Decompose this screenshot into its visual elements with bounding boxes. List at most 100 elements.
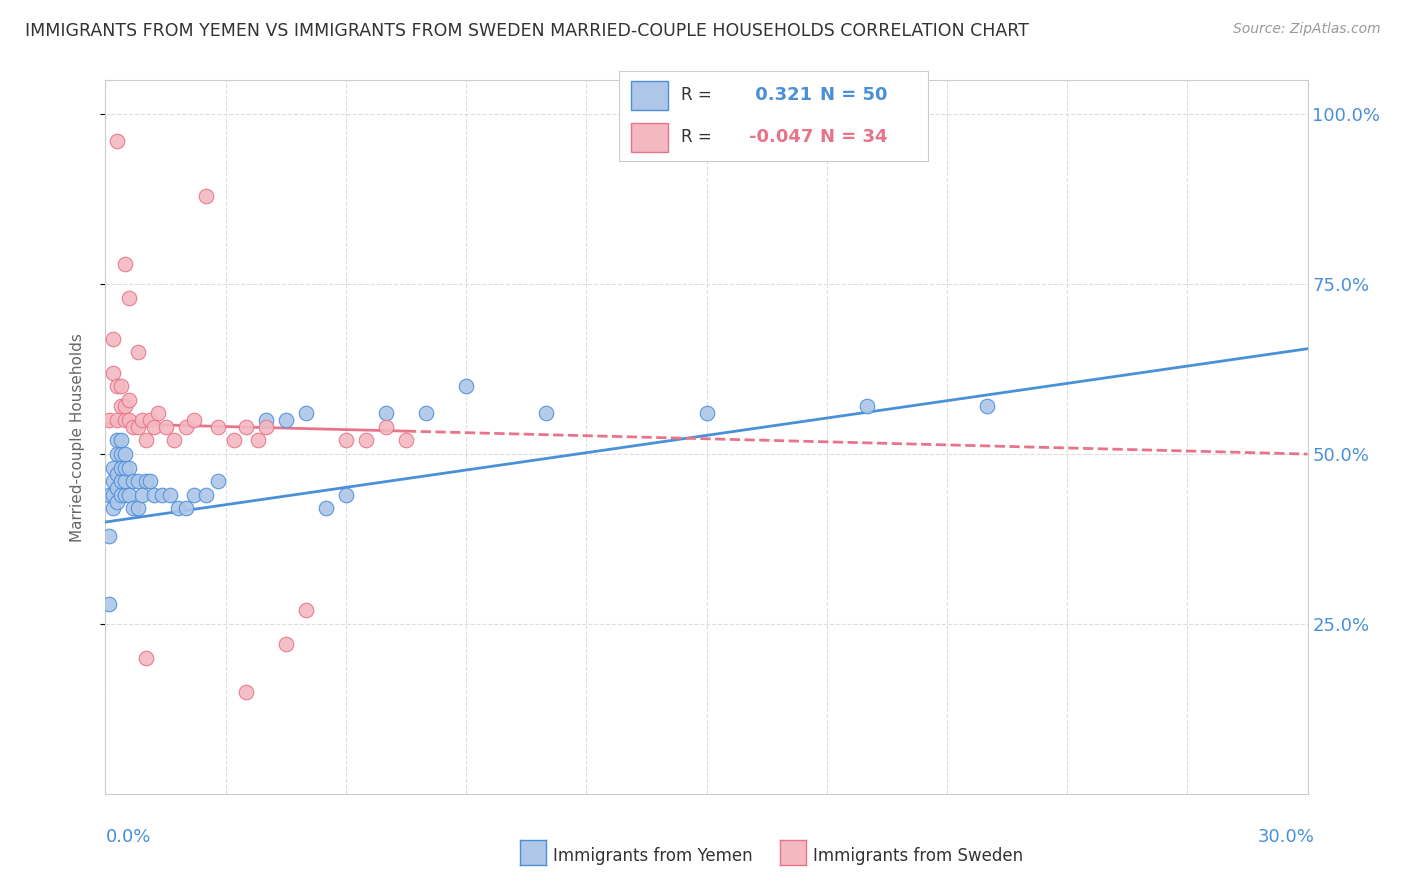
Text: R =: R = [681, 87, 711, 104]
Point [118, 460, 141, 475]
Point [534, 406, 557, 420]
Point [110, 488, 132, 502]
Point [295, 603, 318, 617]
Point [274, 413, 297, 427]
Point [114, 400, 136, 414]
Point [315, 501, 337, 516]
Point [110, 379, 132, 393]
Point [107, 379, 129, 393]
Point [166, 501, 188, 516]
Text: R =: R = [681, 128, 711, 146]
Point [415, 406, 437, 420]
Point [174, 501, 197, 516]
Point [118, 413, 141, 427]
Point [855, 400, 877, 414]
Point [395, 434, 418, 448]
Point [103, 332, 125, 346]
Point [183, 488, 205, 502]
Point [114, 488, 136, 502]
Text: N = 34: N = 34 [820, 128, 887, 146]
Point [114, 447, 136, 461]
Point [107, 135, 129, 149]
Point [295, 406, 318, 420]
Point [114, 460, 136, 475]
Text: Source: ZipAtlas.com: Source: ZipAtlas.com [1233, 22, 1381, 37]
Point [110, 460, 132, 475]
Point [374, 406, 398, 420]
Point [103, 475, 125, 489]
Point [110, 475, 132, 489]
Point [127, 475, 149, 489]
Text: -0.047: -0.047 [748, 128, 813, 146]
Point [127, 420, 149, 434]
Point [246, 434, 269, 448]
Point [254, 420, 277, 434]
Bar [631, 123, 668, 152]
Point [98, 528, 121, 542]
Point [107, 434, 129, 448]
Text: 30.0%: 30.0% [1258, 828, 1315, 846]
Point [274, 637, 297, 651]
Point [254, 413, 277, 427]
Text: IMMIGRANTS FROM YEMEN VS IMMIGRANTS FROM SWEDEN MARRIED-COUPLE HOUSEHOLDS CORREL: IMMIGRANTS FROM YEMEN VS IMMIGRANTS FROM… [25, 22, 1029, 40]
Point [103, 460, 125, 475]
Point [150, 488, 173, 502]
Point [454, 379, 477, 393]
Point [107, 481, 129, 495]
Point [354, 434, 377, 448]
Point [235, 420, 257, 434]
Bar [631, 81, 668, 110]
Point [107, 447, 129, 461]
Point [235, 685, 257, 699]
Point [103, 488, 125, 502]
Point [207, 475, 229, 489]
Point [114, 475, 136, 489]
Point [138, 413, 160, 427]
Point [131, 413, 153, 427]
Point [114, 257, 136, 271]
Point [194, 488, 217, 502]
Point [103, 366, 125, 380]
Point [107, 467, 129, 482]
Point [222, 434, 245, 448]
Point [131, 488, 153, 502]
Text: Immigrants from Yemen: Immigrants from Yemen [553, 847, 752, 865]
Point [103, 501, 125, 516]
Point [374, 420, 398, 434]
Point [98, 413, 121, 427]
Point [155, 420, 177, 434]
Point [135, 475, 157, 489]
Point [122, 475, 145, 489]
Point [135, 651, 157, 665]
Point [122, 501, 145, 516]
Point [138, 475, 160, 489]
Point [114, 413, 136, 427]
Text: N = 50: N = 50 [820, 87, 887, 104]
Point [335, 488, 357, 502]
Point [118, 291, 141, 305]
Point [976, 400, 998, 414]
Point [207, 420, 229, 434]
Point [118, 392, 141, 407]
Text: 0.321: 0.321 [748, 87, 811, 104]
Point [183, 413, 205, 427]
Point [146, 406, 169, 420]
Point [122, 420, 145, 434]
Point [194, 189, 217, 203]
Point [107, 413, 129, 427]
Y-axis label: Married-couple Households: Married-couple Households [70, 333, 84, 541]
Point [98, 488, 121, 502]
Point [110, 400, 132, 414]
Point [174, 420, 197, 434]
Point [142, 420, 165, 434]
Point [127, 501, 149, 516]
Point [118, 488, 141, 502]
Point [335, 434, 357, 448]
Point [98, 597, 121, 611]
Point [142, 488, 165, 502]
Point [696, 406, 718, 420]
Text: Immigrants from Sweden: Immigrants from Sweden [813, 847, 1022, 865]
Point [135, 434, 157, 448]
Point [162, 434, 184, 448]
Point [110, 447, 132, 461]
